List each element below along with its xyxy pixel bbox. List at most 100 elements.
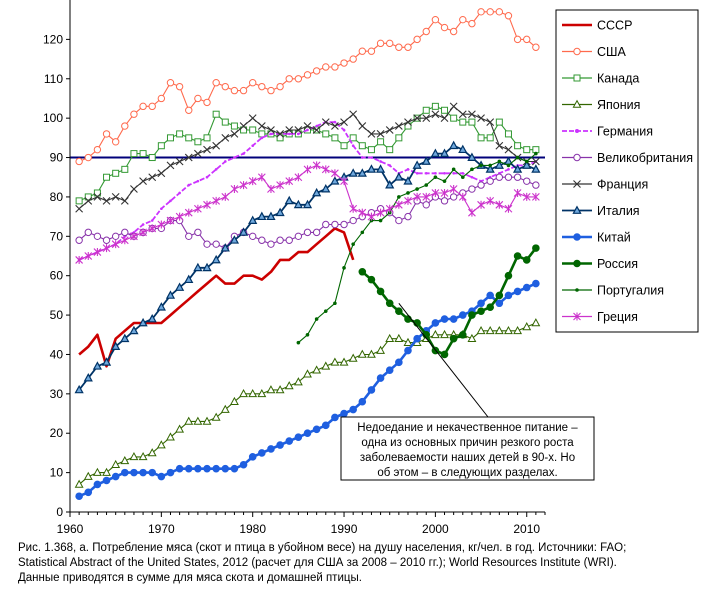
data-point — [203, 145, 211, 154]
axes: 0 10 20 30 40 50 60 70 80 90 100 110 120 1960 1970 1980… — [43, 0, 546, 536]
data-point — [285, 126, 294, 134]
data-point — [449, 315, 458, 323]
data-point — [303, 369, 312, 378]
data-point — [239, 460, 248, 469]
data-point — [138, 317, 148, 327]
data-point — [504, 145, 513, 154]
data-point — [84, 193, 92, 201]
data-point — [323, 309, 328, 313]
data-point — [175, 282, 185, 291]
data-point — [303, 228, 312, 237]
data-point — [305, 332, 310, 337]
data-point — [513, 35, 522, 44]
data-point — [477, 200, 485, 209]
data-point — [413, 334, 421, 343]
data-point — [513, 287, 522, 296]
legend-label: СССР — [597, 19, 632, 33]
data-point — [221, 192, 230, 201]
data-point — [285, 236, 293, 244]
data-point — [101, 357, 112, 366]
data-point — [84, 196, 93, 205]
data-point — [395, 307, 403, 315]
data-point — [166, 216, 175, 225]
data-point — [422, 114, 431, 123]
data-point — [357, 349, 367, 358]
data-point — [415, 187, 419, 191]
data-point — [376, 130, 385, 138]
data-point — [522, 322, 532, 331]
data-point — [330, 357, 340, 366]
data-point — [404, 43, 412, 51]
data-point — [239, 389, 248, 398]
legend-label: Канада — [597, 72, 639, 86]
data-point — [129, 452, 139, 461]
legend-label: Португалия — [597, 284, 664, 298]
data-point — [157, 142, 165, 150]
data-point — [84, 153, 92, 162]
data-point — [294, 75, 303, 83]
data-point — [486, 196, 495, 205]
data-point — [258, 236, 266, 244]
data-point — [230, 122, 238, 130]
data-point — [421, 156, 431, 165]
data-point — [175, 212, 184, 221]
data-point — [477, 307, 485, 315]
data-point — [441, 106, 449, 114]
legend-item: Греция — [562, 310, 638, 324]
legend-label: Италия — [597, 204, 640, 218]
data-point — [522, 256, 531, 264]
legend-label: Великобритания — [597, 151, 693, 165]
legend-label: Япония — [597, 98, 640, 112]
data-point — [74, 479, 84, 488]
data-point — [139, 177, 147, 186]
data-point — [294, 433, 303, 441]
data-point — [440, 188, 449, 197]
data-point — [470, 175, 474, 179]
data-point — [522, 160, 532, 169]
data-point — [185, 106, 193, 114]
data-point — [342, 266, 346, 270]
data-point — [404, 212, 412, 221]
data-point — [486, 303, 494, 312]
data-point — [83, 373, 93, 382]
data-point — [214, 168, 218, 171]
data-point — [449, 140, 459, 150]
data-point — [449, 334, 458, 343]
data-point — [404, 315, 412, 323]
data-point — [531, 318, 541, 327]
legend-label: США — [597, 45, 626, 59]
data-point — [351, 144, 355, 148]
data-point — [166, 161, 175, 170]
data-point — [458, 311, 467, 319]
data-point — [477, 8, 485, 16]
data-point — [230, 185, 239, 194]
data-point — [523, 177, 531, 185]
data-point — [358, 397, 367, 406]
data-point — [321, 165, 330, 174]
data-point — [157, 220, 166, 229]
data-point — [287, 132, 291, 136]
data-point — [166, 79, 175, 87]
data-point — [258, 82, 266, 91]
data-point — [367, 275, 376, 284]
data-point — [141, 223, 145, 226]
data-point — [349, 55, 357, 63]
y-tick-label: 100 — [43, 111, 63, 125]
data-point — [223, 160, 227, 163]
data-point — [424, 171, 428, 175]
data-point — [306, 128, 309, 132]
data-point — [333, 301, 337, 306]
data-point — [111, 341, 121, 350]
caption-line-1: Рис. 1.368, а. Потребление мяса (скот и … — [18, 542, 627, 554]
data-point — [395, 43, 403, 51]
data-point — [468, 208, 476, 217]
data-point — [495, 8, 504, 16]
data-point — [358, 122, 367, 130]
data-point — [276, 130, 284, 138]
data-point — [93, 248, 102, 257]
legend-label: Россия — [597, 257, 638, 271]
data-point — [358, 267, 367, 276]
data-point — [193, 204, 202, 213]
data-point — [534, 151, 538, 156]
data-point — [450, 114, 458, 122]
